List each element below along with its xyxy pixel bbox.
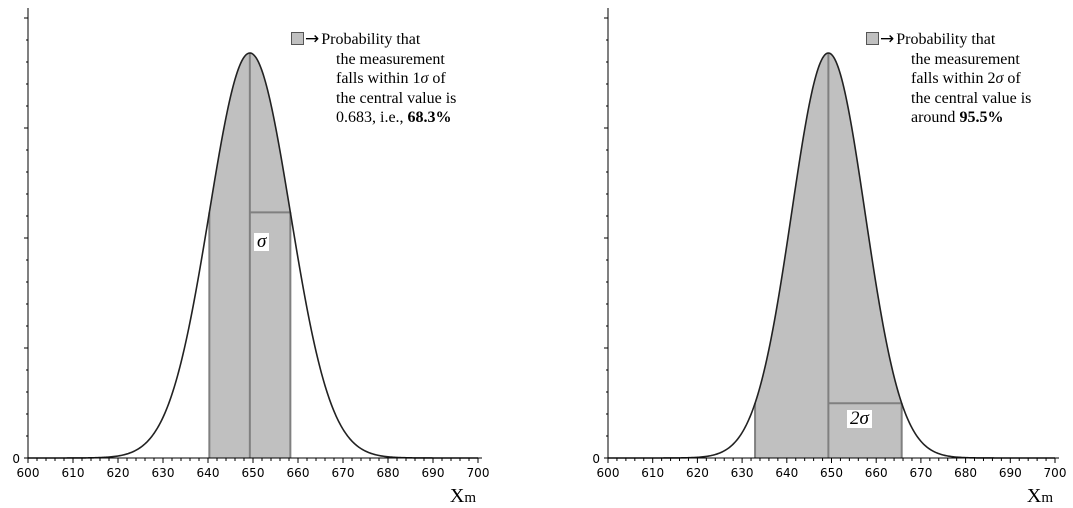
annotation-line-3-pre: falls within 2 (911, 70, 996, 87)
annotation-line-2: the measurement (911, 50, 1020, 68)
annotation-line-3-post: of (428, 70, 446, 87)
x-tick-label: 630 (152, 466, 175, 480)
x-tick-label: 640 (197, 466, 220, 480)
x-tick-label: 610 (641, 466, 664, 480)
x-tick-label: 690 (422, 466, 445, 480)
x-tick-label: 680 (954, 466, 977, 480)
x-tick-label: 600 (597, 466, 620, 480)
sigma-interval-label: σ (254, 231, 270, 252)
y-tick-label: 0 (592, 452, 600, 466)
annotation-line-2: the measurement (336, 50, 445, 68)
right-arrow-icon: → (305, 29, 320, 49)
sigma-prefix: 2 (850, 408, 860, 429)
annotation-line-4: the central value is (336, 89, 457, 107)
annotation-percentage: 95.5% (959, 109, 1004, 126)
x-tick-label: 670 (332, 466, 355, 480)
x-tick-label: 690 (999, 466, 1022, 480)
annotation-sigma-symbol: σ (995, 70, 1004, 87)
x-tick-label: 650 (242, 466, 265, 480)
right-arrow-icon: → (880, 29, 895, 49)
chart-panel-left: 0 600 610 620 630 640 650 660 670 680 690 700 Xm σ →… (0, 0, 500, 508)
annotation-percentage: 68.3% (407, 109, 452, 126)
y-tick-label: 0 (12, 452, 20, 466)
x-tick-label: 620 (686, 466, 709, 480)
probability-annotation: → Probability that the measurement falls … (291, 29, 457, 128)
legend-swatch-icon (866, 32, 879, 45)
x-axis-label: Xm (1027, 485, 1053, 507)
x-tick-label: 630 (731, 466, 754, 480)
annotation-line-4: the central value is (911, 89, 1032, 107)
sigma-symbol: σ (257, 231, 267, 252)
x-tick-label: 680 (377, 466, 400, 480)
x-tick-label: 700 (467, 466, 490, 480)
sigma-symbol: σ (859, 408, 869, 429)
annotation-sigma-symbol: σ (420, 70, 429, 87)
x-tick-label: 600 (17, 466, 40, 480)
annotation-line-5-pre: 0.683, i.e., (336, 109, 408, 126)
x-axis-label: Xm (450, 485, 476, 507)
annotation-line-5-pre: around (911, 109, 960, 126)
annotation-line-1: Probability that (321, 31, 421, 48)
two-sigma-interval-label: 2σ (847, 408, 872, 429)
x-tick-label: 620 (107, 466, 130, 480)
legend-swatch-icon (291, 32, 304, 45)
annotation-line-3-post: of (1003, 70, 1021, 87)
probability-annotation: → Probability that the measurement falls … (866, 29, 1032, 128)
x-tick-label: 650 (820, 466, 843, 480)
x-tick-label: 610 (62, 466, 85, 480)
annotation-line-1: Probability that (896, 31, 996, 48)
chart-panel-right: 0 600 610 620 630 640 650 660 670 680 690 700 Xm 2σ … (582, 0, 1073, 508)
annotation-line-3-pre: falls within 1 (336, 70, 421, 87)
x-tick-label: 660 (865, 466, 888, 480)
x-tick-label: 700 (1044, 466, 1067, 480)
x-tick-label: 670 (909, 466, 932, 480)
x-tick-label: 660 (287, 466, 310, 480)
x-tick-label: 640 (775, 466, 798, 480)
